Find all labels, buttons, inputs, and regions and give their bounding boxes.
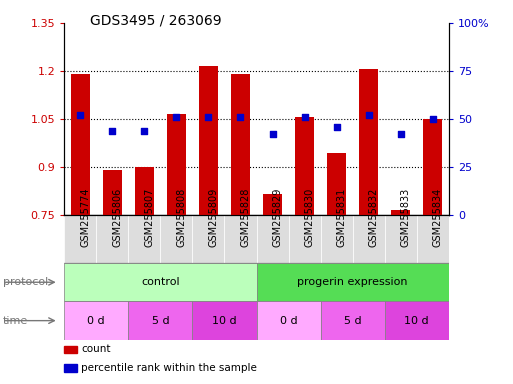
Text: protocol: protocol <box>3 277 48 287</box>
Bar <box>134 167 154 215</box>
FancyBboxPatch shape <box>256 263 449 301</box>
FancyBboxPatch shape <box>417 215 449 263</box>
Point <box>365 112 373 118</box>
Text: GSM255807: GSM255807 <box>144 188 154 247</box>
Point <box>108 127 116 134</box>
Text: 10 d: 10 d <box>404 316 429 326</box>
FancyBboxPatch shape <box>64 263 256 301</box>
Bar <box>199 66 218 215</box>
Text: GSM255774: GSM255774 <box>80 188 90 247</box>
Bar <box>391 210 410 215</box>
Bar <box>295 118 314 215</box>
FancyBboxPatch shape <box>225 215 256 263</box>
Point <box>268 131 277 137</box>
Text: count: count <box>81 344 111 354</box>
FancyBboxPatch shape <box>321 215 353 263</box>
Bar <box>423 119 442 215</box>
Text: time: time <box>3 316 28 326</box>
FancyBboxPatch shape <box>192 301 256 340</box>
Bar <box>231 74 250 215</box>
Text: GDS3495 / 263069: GDS3495 / 263069 <box>90 13 222 27</box>
FancyBboxPatch shape <box>256 301 321 340</box>
Text: control: control <box>141 277 180 287</box>
Text: GSM255828: GSM255828 <box>241 188 250 247</box>
Point <box>332 124 341 130</box>
FancyBboxPatch shape <box>321 301 385 340</box>
Text: 0 d: 0 d <box>87 316 105 326</box>
Point <box>301 114 309 120</box>
FancyBboxPatch shape <box>128 215 160 263</box>
Bar <box>167 114 186 215</box>
Text: GSM255830: GSM255830 <box>305 188 314 247</box>
Point <box>140 127 148 134</box>
FancyBboxPatch shape <box>64 215 96 263</box>
Text: GSM255808: GSM255808 <box>176 188 186 247</box>
Text: GSM255832: GSM255832 <box>369 188 379 247</box>
Text: GSM255809: GSM255809 <box>208 188 219 247</box>
FancyBboxPatch shape <box>160 215 192 263</box>
FancyBboxPatch shape <box>192 215 225 263</box>
Text: 0 d: 0 d <box>280 316 298 326</box>
FancyBboxPatch shape <box>96 215 128 263</box>
FancyBboxPatch shape <box>385 215 417 263</box>
Text: GSM255831: GSM255831 <box>337 188 347 247</box>
Text: percentile rank within the sample: percentile rank within the sample <box>81 363 257 373</box>
FancyBboxPatch shape <box>64 301 128 340</box>
Bar <box>359 70 378 215</box>
Text: 5 d: 5 d <box>151 316 169 326</box>
FancyBboxPatch shape <box>353 215 385 263</box>
Text: GSM255806: GSM255806 <box>112 188 122 247</box>
Text: 10 d: 10 d <box>212 316 237 326</box>
Bar <box>263 194 282 215</box>
Point <box>429 116 437 122</box>
Text: GSM255834: GSM255834 <box>433 188 443 247</box>
Text: 5 d: 5 d <box>344 316 362 326</box>
Point <box>204 114 212 120</box>
FancyBboxPatch shape <box>128 301 192 340</box>
Bar <box>70 74 90 215</box>
Text: GSM255833: GSM255833 <box>401 188 411 247</box>
Point <box>76 112 84 118</box>
Point <box>236 114 245 120</box>
FancyBboxPatch shape <box>385 301 449 340</box>
Bar <box>327 153 346 215</box>
FancyBboxPatch shape <box>256 215 288 263</box>
Point <box>397 131 405 137</box>
Text: progerin expression: progerin expression <box>298 277 408 287</box>
Bar <box>103 170 122 215</box>
FancyBboxPatch shape <box>288 215 321 263</box>
Point <box>172 114 181 120</box>
Text: GSM255829: GSM255829 <box>272 188 283 247</box>
